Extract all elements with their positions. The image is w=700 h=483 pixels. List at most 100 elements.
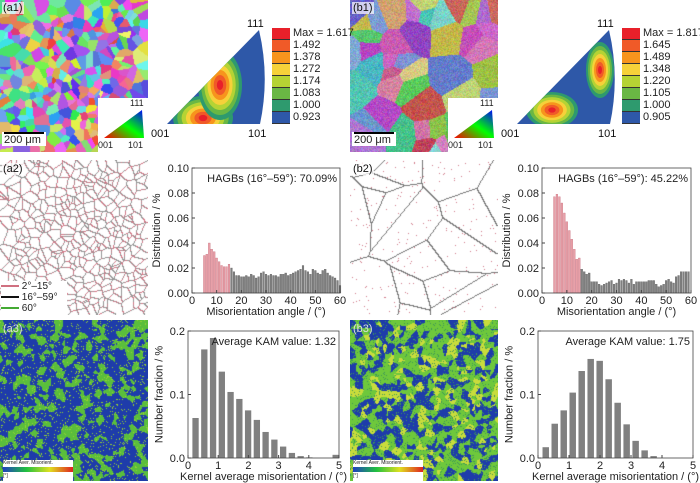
y-tick-label: 0.06 — [518, 213, 539, 225]
bar — [645, 281, 648, 294]
bar — [555, 194, 558, 294]
scale-bar-label: 200 μm — [4, 134, 41, 146]
chart-a3: 0 1 2 3 4 5 0.0 0.1 0.2 Kernel average misorienta… — [153, 326, 347, 483]
y-tick-label: 0.00 — [518, 288, 539, 300]
y-tick-label: 0.04 — [518, 238, 539, 250]
bar — [627, 282, 630, 294]
bar — [682, 271, 685, 294]
y-axis-label: Number fraction / % — [503, 346, 515, 443]
ipf-key-111: 111 — [130, 98, 144, 108]
bar — [316, 272, 319, 294]
scale-bar-a1: 200 μm — [2, 132, 46, 146]
bar — [203, 255, 206, 294]
y-tick-label: 0.0 — [520, 453, 535, 465]
colorbar-level-label: 1.492 — [293, 39, 321, 51]
colorbar-level-label: 1.220 — [643, 75, 671, 87]
bar — [262, 431, 269, 458]
bar — [230, 267, 233, 294]
bar — [542, 447, 549, 458]
chart-annotation: Average KAM value: 1.32 — [211, 336, 336, 348]
bar — [560, 410, 567, 458]
ipf-color-key-a1: 111 001 101 — [98, 98, 148, 152]
kam-legend-title: Kernel Aver. Misorient. — [353, 460, 403, 466]
x-tick-label: 20 — [586, 295, 598, 307]
bar — [252, 275, 255, 294]
bar — [279, 446, 287, 458]
bar — [324, 269, 327, 294]
chart-annotation: Average KAM value: 1.75 — [565, 336, 690, 348]
colorbar-max-label: Max = 1.817 — [643, 27, 700, 39]
bar — [642, 281, 645, 294]
bar — [637, 281, 640, 294]
legend-item-hagb: 16°–59° — [1, 293, 67, 303]
x-tick-label: 5 — [336, 460, 342, 472]
colorbar-level-label: 1.272 — [293, 63, 321, 75]
legend-label: 16°–59° — [21, 292, 58, 303]
kam-unit: [°] — [353, 473, 358, 479]
y-tick-label: 0.02 — [168, 263, 189, 275]
colorbar-level-label: 0.923 — [293, 111, 321, 123]
bar — [220, 265, 223, 294]
bar — [306, 271, 309, 294]
x-tick-label: 2 — [245, 460, 251, 472]
ipf-label-101: 101 — [598, 128, 616, 140]
ipf-label-101: 101 — [248, 128, 266, 140]
x-tick-label: 10 — [211, 295, 223, 307]
colorbar-swatch — [622, 100, 640, 112]
x-axis-label: Kernel average misorientation / (°) — [180, 471, 347, 483]
colorbar-level-label: 1.645 — [643, 39, 671, 51]
x-tick-label: 40 — [635, 295, 647, 307]
bar — [297, 456, 304, 458]
bar — [326, 272, 329, 294]
colorbar-swatch — [622, 64, 640, 76]
bar — [232, 271, 235, 294]
bar — [622, 279, 625, 294]
legend-label: 2°–15° — [21, 281, 53, 292]
bar — [292, 272, 295, 294]
ipf-label-001: 001 — [151, 128, 169, 140]
colorbar-swatch — [622, 76, 640, 88]
bar — [623, 424, 630, 458]
bar — [223, 266, 226, 294]
bar — [575, 259, 578, 294]
bar — [657, 286, 660, 294]
colorbar-level-label: 1.348 — [643, 63, 671, 75]
ipf-color-key-b1: 111 001 101 — [448, 98, 498, 152]
bar — [282, 274, 285, 294]
bar — [329, 275, 332, 294]
bar — [237, 275, 240, 294]
x-tick-label: 0 — [535, 460, 541, 472]
bar — [250, 274, 253, 294]
kam-unit: [°] — [3, 473, 8, 479]
y-tick-label: 0.08 — [518, 188, 539, 200]
chart-b3: 0 1 2 3 4 5 0.0 0.1 0.2 Kernel average misorienta… — [503, 326, 699, 483]
colorbar-swatch — [272, 64, 290, 76]
bar — [309, 274, 312, 294]
bar — [675, 276, 678, 294]
bar — [262, 271, 265, 294]
colorbar-swatch — [622, 88, 640, 100]
bar — [192, 417, 199, 458]
bar — [287, 275, 290, 294]
kam-map-a3 — [0, 320, 148, 481]
bar — [635, 281, 638, 294]
bar — [304, 270, 307, 294]
bar — [319, 274, 322, 294]
x-tick-label: 2 — [597, 460, 603, 472]
bar — [610, 280, 613, 294]
y-tick-label: 0.1 — [520, 390, 535, 402]
x-tick-label: 60 — [334, 295, 346, 307]
colorbar-level-label: 0.905 — [643, 111, 671, 123]
ipf-label-001: 001 — [501, 128, 519, 140]
x-tick-label: 60 — [685, 295, 697, 307]
bar — [588, 272, 591, 294]
bar — [288, 452, 296, 458]
bar — [227, 264, 231, 294]
bar — [235, 275, 238, 294]
bar — [205, 254, 208, 294]
x-tick-label: 0 — [539, 295, 545, 307]
bar — [569, 392, 576, 458]
bar — [208, 242, 211, 294]
x-tick-label: 0 — [185, 460, 191, 472]
